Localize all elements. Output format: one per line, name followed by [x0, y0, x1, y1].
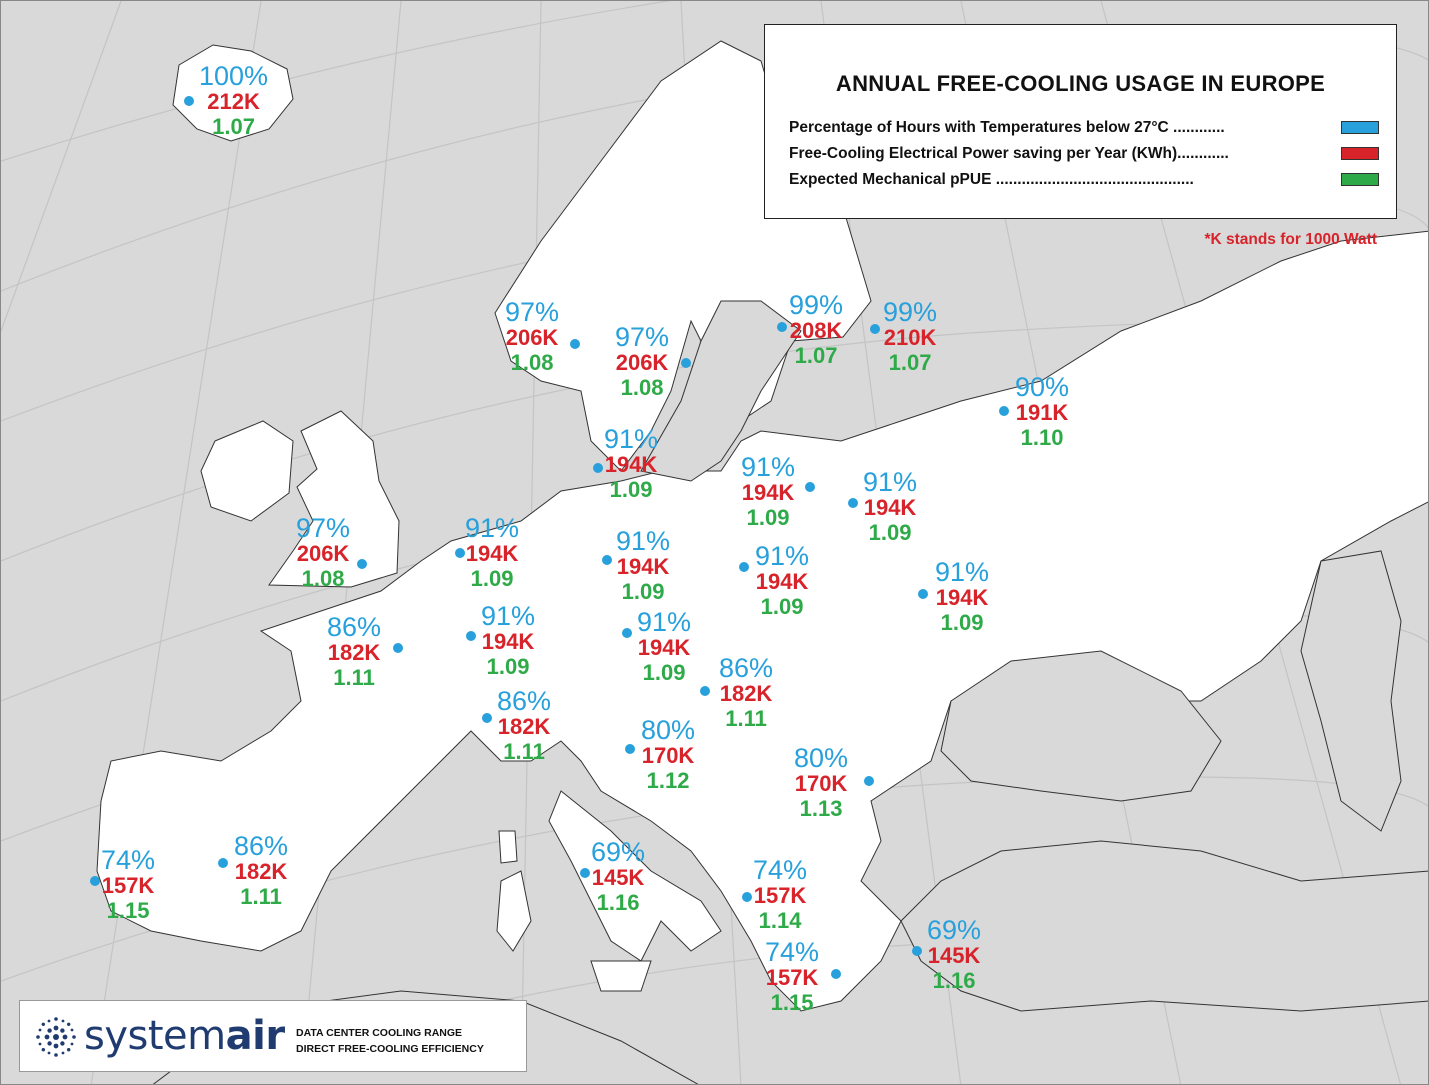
legend-title: ANNUAL FREE-COOLING USAGE IN EUROPE	[835, 71, 1326, 96]
legend-row-percentage: Percentage of Hours with Temperatures be…	[789, 119, 1379, 139]
city-marker-dot[interactable]	[864, 776, 874, 786]
city-marker-dot[interactable]	[482, 713, 492, 723]
city-marker-dot[interactable]	[580, 868, 590, 878]
city-marker-dot[interactable]	[999, 406, 1009, 416]
city-marker-dot[interactable]	[218, 858, 228, 868]
city-marker-dot[interactable]	[393, 643, 403, 653]
legend-swatch-green	[1341, 173, 1379, 186]
legend-label-percentage: Percentage of Hours with Temperatures be…	[789, 119, 1225, 136]
city-marker-dot[interactable]	[912, 946, 922, 956]
city-marker-dot[interactable]	[848, 498, 858, 508]
brand-name: systemair	[84, 1013, 285, 1059]
city-marker-dot[interactable]	[622, 628, 632, 638]
city-marker-dot[interactable]	[681, 358, 691, 368]
city-marker-dot[interactable]	[466, 631, 476, 641]
legend-swatch-red	[1341, 147, 1379, 160]
city-marker-dot[interactable]	[625, 744, 635, 754]
legend-row-pue: Expected Mechanical pPUE ...............…	[789, 171, 1379, 191]
legend-row-power: Free-Cooling Electrical Power saving per…	[789, 145, 1379, 165]
legend-label-pue: Expected Mechanical pPUE ...............…	[789, 171, 1194, 188]
legend-box: ANNUAL FREE-COOLING USAGE IN EUROPE Perc…	[764, 24, 1397, 219]
city-marker-dot[interactable]	[918, 589, 928, 599]
systemair-logo-icon	[36, 1017, 76, 1057]
city-marker-dot[interactable]	[700, 686, 710, 696]
city-marker-dot[interactable]	[805, 482, 815, 492]
city-marker-dot[interactable]	[870, 324, 880, 334]
brand-name-bold: air	[225, 1013, 285, 1059]
city-marker-dot[interactable]	[831, 969, 841, 979]
legend-note: *K stands for 1000 Watt	[1204, 231, 1377, 248]
city-marker-dot[interactable]	[570, 339, 580, 349]
legend-swatch-blue	[1341, 121, 1379, 134]
city-marker-dot[interactable]	[602, 555, 612, 565]
brand-box: systemair DATA CENTER COOLING RANGE DIRE…	[19, 1000, 527, 1072]
brand-tagline-1: DATA CENTER COOLING RANGE	[296, 1027, 463, 1039]
city-marker-dot[interactable]	[90, 876, 100, 886]
city-marker-dot[interactable]	[184, 96, 194, 106]
city-marker-dot[interactable]	[593, 463, 603, 473]
city-marker-dot[interactable]	[739, 562, 749, 572]
city-marker-dot[interactable]	[357, 559, 367, 569]
brand-tagline-2: DIRECT FREE-COOLING EFFICIENCY	[296, 1043, 484, 1055]
legend-label-power: Free-Cooling Electrical Power saving per…	[789, 145, 1229, 162]
city-marker-dot[interactable]	[742, 892, 752, 902]
brand-name-light: system	[84, 1013, 226, 1059]
city-marker-dot[interactable]	[777, 322, 787, 332]
city-marker-dot[interactable]	[455, 548, 465, 558]
